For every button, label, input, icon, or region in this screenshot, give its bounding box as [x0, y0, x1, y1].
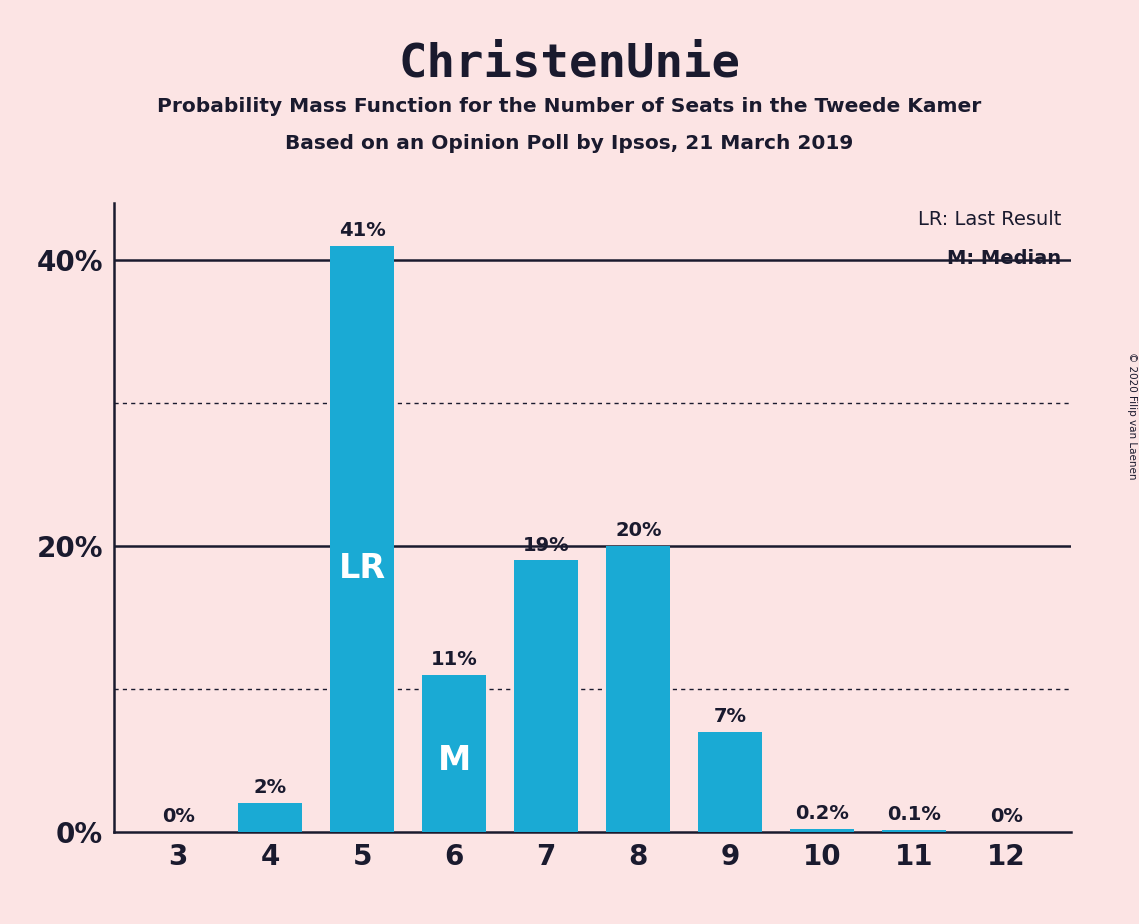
Bar [698, 732, 762, 832]
Bar [606, 546, 671, 832]
Text: © 2020 Filip van Laenen: © 2020 Filip van Laenen [1126, 352, 1137, 480]
Text: M: M [437, 745, 470, 777]
Bar [423, 675, 486, 832]
Bar [330, 246, 394, 832]
Text: 0%: 0% [990, 807, 1023, 826]
Text: LR: LR [338, 552, 386, 585]
Text: 19%: 19% [523, 536, 570, 554]
Text: M: Median: M: Median [948, 249, 1062, 268]
Text: Based on an Opinion Poll by Ipsos, 21 March 2019: Based on an Opinion Poll by Ipsos, 21 Ma… [286, 134, 853, 153]
Text: 0%: 0% [162, 807, 195, 826]
Text: 2%: 2% [254, 778, 287, 797]
Text: 0.1%: 0.1% [887, 806, 941, 824]
Text: ChristenUnie: ChristenUnie [399, 42, 740, 87]
Text: LR: Last Result: LR: Last Result [918, 211, 1062, 229]
Text: Probability Mass Function for the Number of Seats in the Tweede Kamer: Probability Mass Function for the Number… [157, 97, 982, 116]
Text: 20%: 20% [615, 521, 662, 541]
Bar [514, 560, 579, 832]
Text: 7%: 7% [714, 707, 747, 726]
Bar [882, 830, 947, 832]
Text: 11%: 11% [431, 650, 477, 669]
Text: 0.2%: 0.2% [795, 804, 850, 823]
Text: 41%: 41% [339, 222, 386, 240]
Bar [238, 803, 303, 832]
Bar [790, 829, 854, 832]
